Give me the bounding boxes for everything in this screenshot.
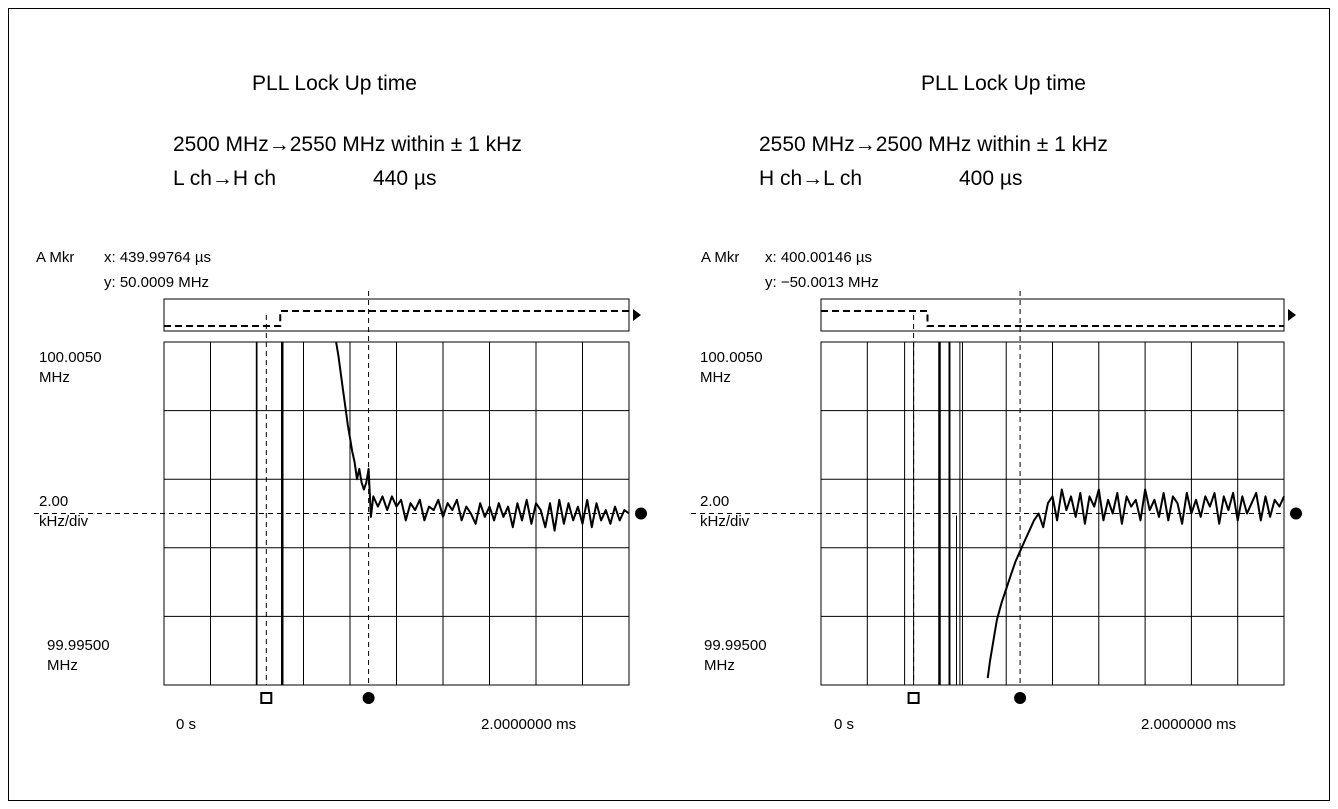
scope-plot [0, 0, 669, 809]
timing-arrow-marker [1288, 309, 1296, 321]
scope-plot [669, 0, 1338, 809]
timing-arrow-marker [633, 309, 641, 321]
reference-level-marker [635, 508, 647, 520]
lock-point-marker [1014, 692, 1026, 704]
lock-point-marker [363, 692, 375, 704]
trigger-square-marker [909, 693, 919, 703]
timing-signal-line [821, 311, 1284, 326]
timing-signal-line [164, 311, 629, 326]
reference-level-marker [1290, 508, 1302, 520]
trigger-square-marker [261, 693, 271, 703]
frequency-trace [988, 490, 1284, 679]
chart-panel-left: PLL Lock Up time 2500 MHz→2550 MHz withi… [0, 0, 669, 809]
frequency-trace [336, 342, 629, 531]
chart-panel-right: PLL Lock Up time 2550 MHz→2500 MHz withi… [669, 0, 1338, 809]
